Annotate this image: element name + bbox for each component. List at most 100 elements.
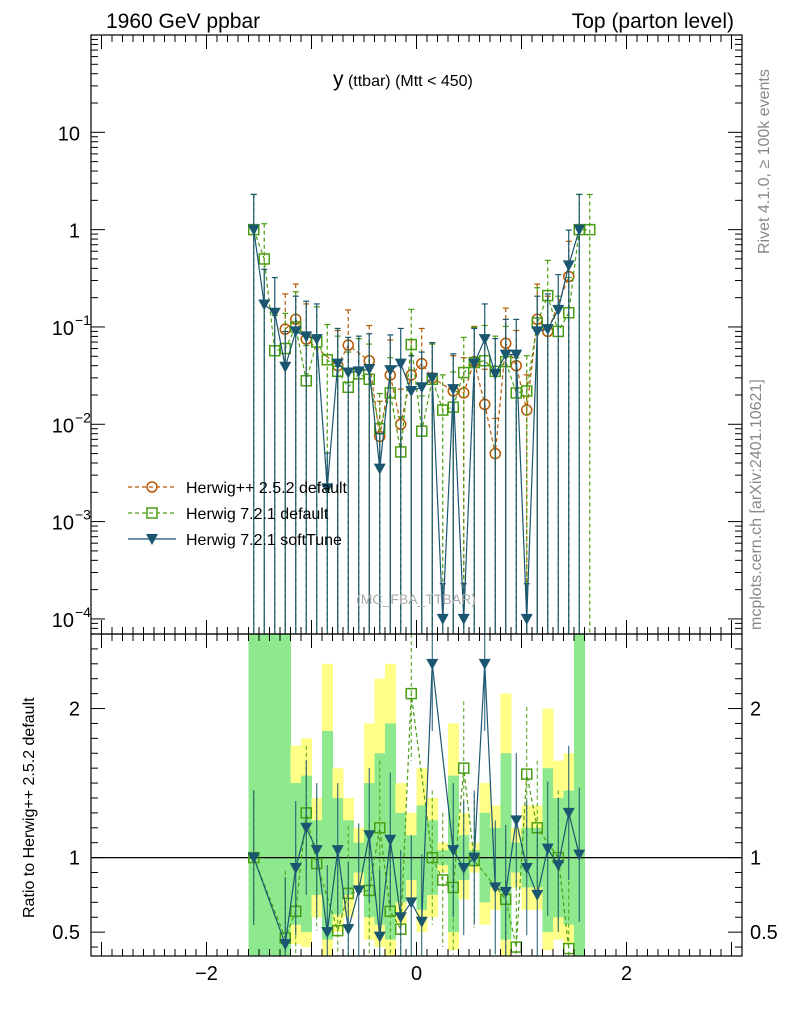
legend: Herwig++ 2.5.2 default Herwig 7.2.1 defau… [128,480,348,549]
legend-marker-herwig721 [146,507,158,519]
softtune-ratio-point [247,852,260,864]
ratio-y-tick-label-right: 2 [750,699,761,721]
softtune-point [363,363,376,375]
softtune-point [247,224,260,236]
softtune-point [310,334,323,346]
softtune-ratio-point [562,807,575,819]
herwig721-ratio-point [521,768,533,780]
softtune-point [573,224,586,236]
softtune-point [268,307,281,319]
softtune-ratio-point [384,834,397,846]
softtune-ratio-point [321,927,334,939]
softtune-point [520,613,533,625]
softtune-ratio-point [352,885,365,897]
softtune-point [258,299,271,311]
plot-title: y (ttbar) (Mtt < 450) [333,68,473,92]
herwig721-ratio-point [437,874,449,886]
y-tick-label-exponent: −4 [75,604,91,620]
softtune-ratio-point [447,845,460,857]
header-left: 1960 GeV ppbar [106,10,261,33]
softtune-point [342,367,355,379]
legend-marker-herwigpp [146,481,158,493]
softtune-point [426,372,439,384]
softtune-ratio-point [363,830,376,842]
ratio-y-tick-label-left: 0.5 [52,922,80,944]
ratio-y-tick-label-right: 0.5 [750,922,778,944]
y-tick-label: 10 [52,513,74,535]
softtune-ratio-point [300,822,313,834]
softtune-ratio-point [289,863,302,875]
ratio-band-green [280,634,291,956]
softtune-ratio-point [552,860,565,872]
ratio-band-green [259,634,270,956]
herwig721-ratio-point [458,762,470,774]
softtune-point [552,304,565,316]
legend-label-herwig721: Herwig 7.2.1 default [186,506,329,523]
herwig721-ratio-point [426,851,438,864]
softtune-line [253,229,580,619]
softtune-ratio-point [573,849,586,861]
ratio-y-tick-label-left: 2 [69,699,80,721]
softtune-point [384,365,397,377]
softtune-ratio-point [342,924,355,936]
softtune-point [321,483,334,495]
softtune-ratio-point [520,863,533,875]
softtune-ratio-point [310,845,323,857]
softtune-ratio-point [468,852,481,864]
herwig721-ratio-point [405,687,417,700]
herwig721-ratio-point [563,942,575,955]
softtune-ratio-point [331,845,344,857]
softtune-ratio-point [541,843,554,855]
ratio-uncertainty-bands [248,634,585,956]
softtune-point [331,358,344,370]
herwig721-point [405,338,417,351]
softtune-point [436,613,449,625]
x-tick-label: −2 [195,963,218,985]
herwig721-ratio-point [374,822,386,834]
softtune-point [457,613,470,625]
softtune-point [489,368,502,380]
softtune-point [541,324,554,336]
y-tick-label: 10 [52,415,74,437]
softtune-point [478,334,491,346]
softtune-point [300,331,313,343]
herwig721-point [321,354,333,366]
softtune-point [447,384,460,396]
softtune-point [499,349,512,361]
softtune-ratio-point [394,912,407,924]
softtune-point [352,366,365,378]
softtune-ratio-point [531,889,544,901]
legend-label-softtune: Herwig 7.2.1 softTune [186,532,342,549]
herwig721-point [458,366,470,379]
softtune-point [394,358,407,370]
softtune-ratio-point [510,815,523,827]
main-plot-data [247,193,596,634]
y-tick-label-exponent: −3 [75,507,91,523]
x-tick-label: 0 [411,963,422,985]
softtune-point [531,326,544,338]
ratio-y-tick-label-right: 1 [750,848,761,870]
header-right: Top (parton level) [571,10,734,33]
softtune-point [415,382,428,394]
y-tick-label-exponent: −1 [75,312,91,328]
plot-title-main: y [333,68,344,91]
y-tick-label: 10 [52,610,74,632]
watermark-label: (MC_FBA_TTBAR) [356,591,476,607]
softtune-ratio-point [405,897,418,909]
softtune-ratio-point [373,931,386,943]
softtune-point [510,349,523,361]
softtune-point [562,260,575,272]
herwig721-point [584,223,596,236]
y-tick-label: 10 [58,123,80,145]
herwig721-point [521,385,533,397]
ratio-plot-data [91,634,742,956]
softtune-point [289,326,302,338]
y-tick-label: 10 [52,318,74,340]
herwig721-point [258,253,270,265]
softtune-point [373,463,386,475]
ratio-y-tick-label-left: 1 [69,848,80,870]
softtune-ratio-point [415,916,428,928]
softtune-ratio-point [499,886,512,898]
